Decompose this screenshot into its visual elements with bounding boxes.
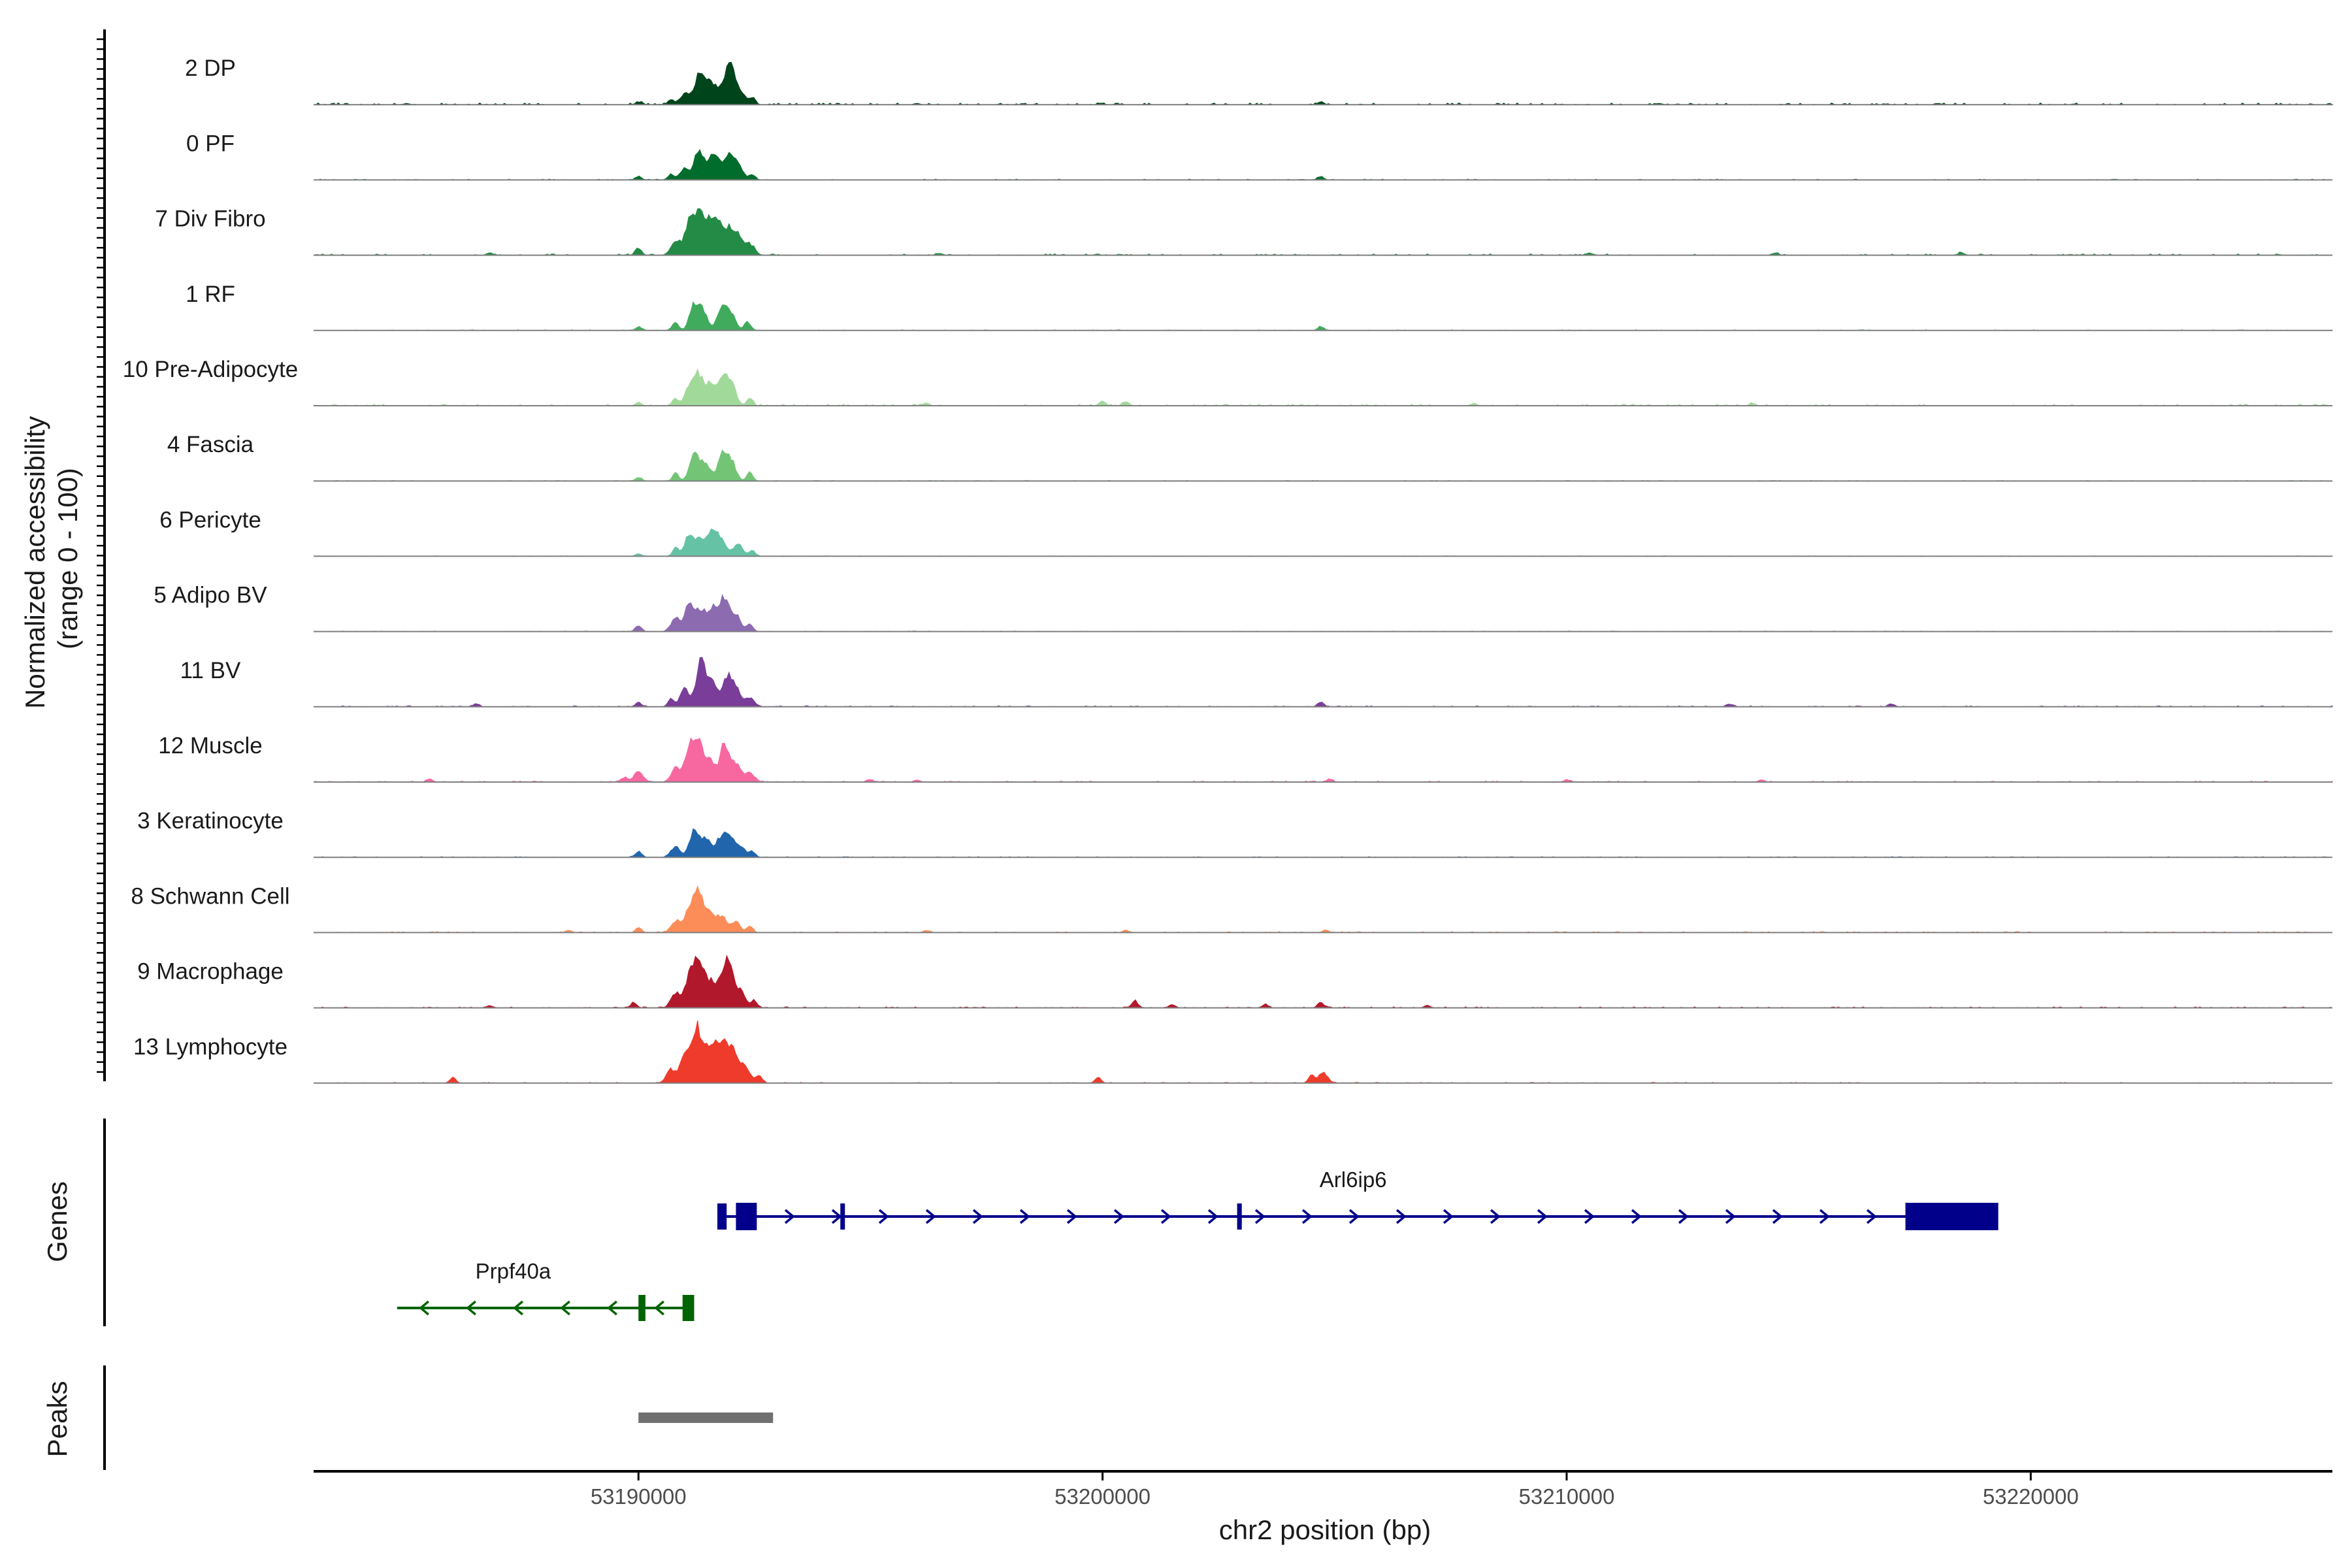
track-0-pf: 0 PF [186,131,2333,181]
x-tick-label: 53210000 [1519,1484,1615,1509]
track-label: 2 DP [185,56,236,81]
strand-arrow-icon [560,1300,570,1316]
coverage-area [313,594,2332,632]
track-4-fascia: 4 Fascia [167,432,2332,482]
track-9-macrophage: 9 Macrophage [137,955,2333,1009]
exon-block [1237,1203,1242,1230]
track-label: 3 Keratinocyte [137,808,284,834]
peak-region [638,1413,774,1423]
track-label: 0 PF [186,131,235,156]
strand-arrow-icon [1113,1209,1124,1224]
strand-arrow-icon [466,1300,476,1316]
track-label: 6 Pericyte [159,507,261,532]
strand-arrow-icon [972,1209,983,1224]
track-7-div-fibro: 7 Div Fibro [155,206,2332,256]
y-axis-title: Normalized accessibility (range 0 - 100) [20,408,83,709]
strand-arrow-icon [1160,1209,1171,1224]
exon-block [1905,1203,1999,1230]
genes-panel-label: Genes [42,1181,73,1262]
coverage-area [314,449,2332,482]
gene-label: Prpf40a [476,1259,551,1283]
strand-arrow-icon [1584,1209,1595,1224]
strand-arrow-icon [513,1300,523,1316]
track-label: 4 Fascia [167,432,254,457]
strand-arrow-icon [1207,1209,1218,1224]
peaks-panel [103,1365,774,1470]
peaks-panel-label: Peaks [42,1381,73,1458]
track-label: 5 Adipo BV [154,583,267,608]
strand-arrow-icon [419,1300,429,1316]
track-label: 12 Muscle [158,733,263,759]
strand-arrow-icon [1254,1209,1266,1224]
gene-prpf40a: Prpf40a [397,1259,694,1321]
track-label: 11 BV [180,658,241,683]
strand-arrow-icon [1631,1209,1642,1224]
track-1-rf: 1 RF [186,282,2333,331]
track-6-pericyte: 6 Pericyte [159,507,2333,557]
y-axis-title-line-1: Normalized accessibility [20,416,50,709]
track-11-bv: 11 BV [180,657,2333,708]
x-tick-label: 53200000 [1054,1484,1151,1509]
strand-arrow-icon [1019,1209,1030,1224]
track-label: 1 RF [186,282,235,307]
coverage-area [313,368,2333,406]
coverage-area [314,657,2333,708]
x-tick-label: 53220000 [1983,1484,2079,1509]
coverage-area [314,149,2333,180]
coverage-area [313,737,2333,783]
track-label: 8 Schwann Cell [131,883,289,909]
track-5-adipo-bv: 5 Adipo BV [154,583,2332,632]
strand-arrow-icon [878,1209,889,1224]
strand-arrow-icon [1396,1209,1407,1224]
strand-arrow-icon [1819,1209,1830,1224]
x-axis: 53190000 53200000 53210000 53220000 [97,29,2332,1509]
coverage-area [314,61,2334,105]
strand-arrow-icon [784,1209,795,1224]
strand-arrow-icon [1066,1209,1077,1224]
coverage-area [313,1020,2332,1084]
strand-arrow-icon [1772,1209,1783,1224]
exon-block [638,1295,645,1321]
coverage-area [314,885,2332,933]
strand-arrow-icon [1678,1209,1689,1224]
coverage-area [314,301,2333,331]
track-2-dp: 2 DP [185,56,2334,106]
coverage-area [313,208,2332,256]
strand-arrow-icon [925,1209,936,1224]
track-label: 9 Macrophage [137,959,284,985]
strand-arrow-icon [607,1300,617,1316]
track-13-lymphocyte: 13 Lymphocyte [133,1020,2332,1084]
strand-arrow-icon [1537,1209,1548,1224]
coverage-area [314,828,2332,858]
track-label: 10 Pre-Adipocyte [123,357,298,382]
track-label: 13 Lymphocyte [133,1034,287,1060]
strand-arrow-icon [831,1209,842,1224]
strand-arrow-icon [1725,1209,1736,1224]
exon-block [717,1203,727,1230]
coverage-area [314,955,2333,1009]
strand-arrow-icon [1443,1209,1454,1224]
strand-arrow-icon [1866,1209,1877,1224]
track-10-pre-adipocyte: 10 Pre-Adipocyte [123,357,2333,406]
track-label: 7 Div Fibro [155,206,265,232]
coverage-area [314,528,2333,557]
exon-block [736,1203,757,1230]
track-12-muscle: 12 Muscle [158,733,2333,783]
track-8-schwann-cell: 8 Schwann Cell [131,883,2332,934]
strand-arrow-icon [1301,1209,1313,1224]
x-tick-label: 53190000 [591,1484,687,1509]
genes-panel: Arl6ip6 Prpf40a [103,1119,1999,1326]
track-3-keratinocyte: 3 Keratinocyte [137,808,2332,858]
x-axis-title: chr2 position (bp) [1219,1514,1431,1545]
gene-arl6ip6: Arl6ip6 [717,1168,1999,1230]
coverage-panel: 2 DP 0 PF 7 Div Fibro 1 RF 10 Pre-Adipocyte 4… [123,56,2334,1084]
gene-label: Arl6ip6 [1320,1168,1387,1192]
exon-block [840,1203,845,1230]
y-axis-title-line-2: (range 0 - 100) [52,468,83,649]
strand-arrow-icon [1348,1209,1360,1224]
strand-arrow-icon [1490,1209,1501,1224]
exon-block [682,1295,694,1321]
strand-arrow-icon [654,1300,664,1316]
